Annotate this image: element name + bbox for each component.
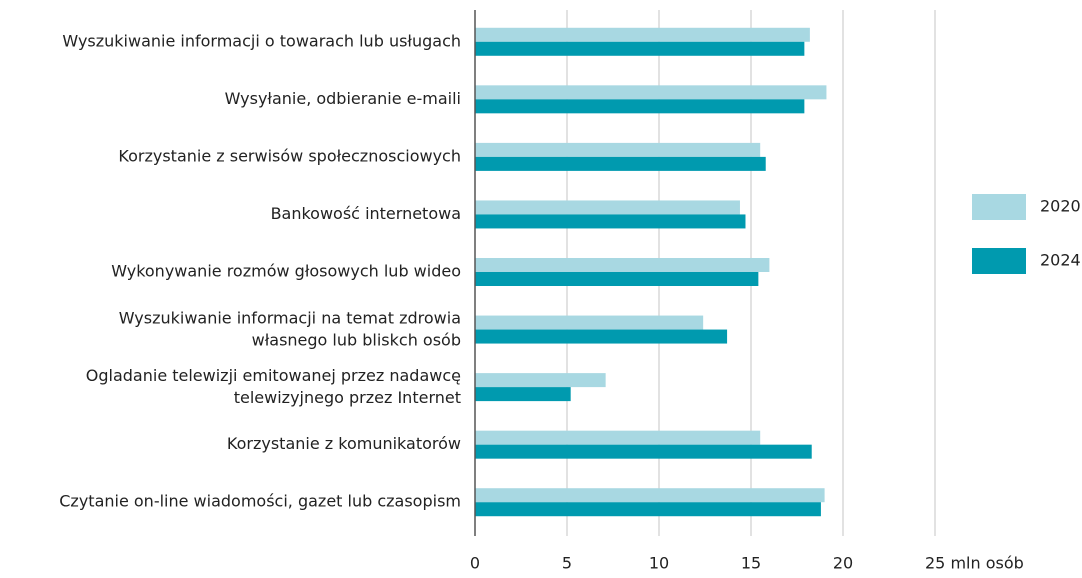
x-tick-label: 15 bbox=[741, 554, 761, 573]
bar bbox=[475, 85, 827, 100]
x-tick-label: 0 bbox=[470, 554, 480, 573]
bar bbox=[475, 258, 770, 272]
legend-label: 2024 bbox=[1040, 251, 1081, 270]
bar bbox=[475, 27, 810, 42]
bar bbox=[475, 315, 704, 330]
bar bbox=[475, 214, 746, 229]
bar bbox=[475, 430, 761, 445]
x-tick-label: 20 bbox=[833, 554, 853, 573]
bar bbox=[475, 99, 805, 114]
bar bbox=[475, 387, 571, 402]
bar bbox=[475, 41, 805, 56]
x-tick-label: 25 mln osób bbox=[925, 554, 1024, 573]
x-tick-label: 5 bbox=[562, 554, 572, 573]
y-tick-label: Wyszukiwanie informacji o towarach lub u… bbox=[62, 31, 461, 50]
bar bbox=[475, 272, 759, 286]
legend-label: 2020 bbox=[1040, 197, 1081, 216]
x-tick-label: 10 bbox=[649, 554, 669, 573]
bar bbox=[475, 488, 825, 503]
bar bbox=[475, 444, 812, 459]
bar bbox=[475, 142, 761, 157]
y-tick-label: Korzystanie z komunikatorów bbox=[227, 434, 461, 453]
y-tick-label: Ogladanie telewizji emitowanej przez nad… bbox=[86, 366, 461, 407]
bar bbox=[475, 329, 728, 344]
y-tick-label: Czytanie on-line wiadomości, gazet lub c… bbox=[59, 492, 461, 511]
y-tick-label: Korzystanie z serwisów społecznosciowych bbox=[118, 146, 461, 165]
y-tick-label: Wykonywanie rozmów głosowych lub wideo bbox=[111, 262, 461, 281]
bar bbox=[475, 156, 766, 171]
legend-swatch bbox=[972, 248, 1026, 274]
bar bbox=[475, 502, 821, 517]
legend-swatch bbox=[972, 194, 1026, 220]
y-tick-label: Bankowość internetowa bbox=[271, 204, 461, 223]
y-tick-label: Wyszukiwanie informacji na temat zdrowia… bbox=[119, 308, 461, 349]
y-tick-label: Wysyłanie, odbieranie e-maili bbox=[225, 89, 461, 108]
bar bbox=[475, 200, 740, 215]
bar bbox=[475, 373, 606, 388]
